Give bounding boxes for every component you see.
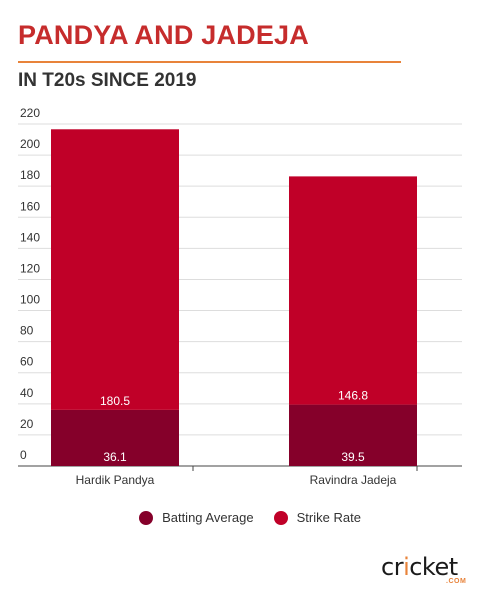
x-category-label: Ravindra Jadeja [310,473,397,487]
bar-data-label: 146.8 [338,389,368,403]
logo-accent-letter: i [403,553,410,581]
logo-subtext: .COM [446,578,467,585]
legend-swatch-batting-average [139,510,154,525]
bar-data-label: 39.5 [341,450,365,464]
y-tick-label: 100 [20,293,40,307]
logo-text: cricket [381,553,458,581]
cricket-com-logo: cricket [381,553,458,581]
y-tick-label: 220 [20,106,40,120]
y-tick-label: 180 [20,168,40,182]
legend-item-strike-rate: Strike Rate [273,510,361,525]
y-tick-label: 20 [20,417,34,431]
chart-subtitle: IN T20s SINCE 2019 [18,70,197,91]
y-tick-label: 40 [20,386,34,400]
bar-batting-average [51,409,179,466]
bar-batting-average [289,404,417,466]
legend-label-strike-rate: Strike Rate [296,510,361,525]
bar-data-label: 180.5 [100,394,130,408]
bar-data-label: 36.1 [103,450,127,464]
y-tick-label: 140 [20,230,40,244]
y-tick-label: 120 [20,261,40,275]
y-tick-label: 60 [20,355,34,369]
bar-strike-rate [289,176,417,405]
legend-label-batting-average: Batting Average [162,510,254,525]
y-tick-label: 160 [20,199,40,213]
chart-legend: Batting Average Strike Rate [0,510,500,525]
y-tick-label: 0 [20,448,27,462]
bar-strike-rate [51,129,179,410]
chart-title: PANDYA AND JADEJA [18,20,309,50]
legend-item-batting-average: Batting Average [139,510,254,525]
y-tick-label: 80 [20,324,34,338]
legend-swatch-strike-rate [273,510,288,525]
x-category-label: Hardik Pandya [76,473,155,487]
title-divider [18,61,401,63]
y-tick-label: 200 [20,137,40,151]
